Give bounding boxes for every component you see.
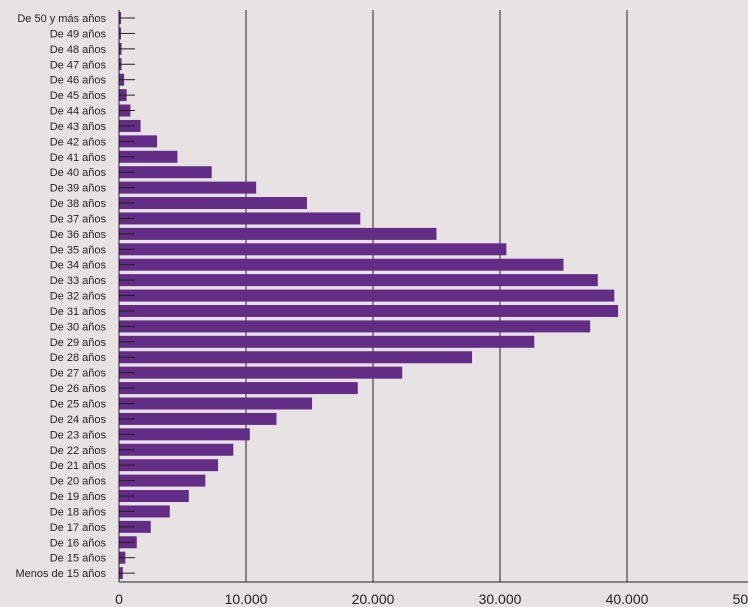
bar — [119, 490, 189, 503]
category-label: De 25 años — [50, 399, 107, 411]
category-label: De 33 años — [50, 275, 107, 287]
x-tick-label: 20.000 — [352, 591, 395, 607]
category-label: De 42 años — [50, 136, 107, 148]
category-label: De 18 años — [50, 506, 107, 518]
category-label: De 21 años — [50, 460, 107, 472]
category-label: De 34 años — [50, 260, 107, 272]
category-label: De 20 años — [50, 476, 107, 488]
bar — [119, 274, 598, 287]
x-tick-label: 40.000 — [606, 591, 649, 607]
category-label: De 30 años — [50, 321, 107, 333]
category-label: De 35 años — [50, 244, 107, 256]
x-tick-label: 50.000 — [733, 591, 748, 607]
bar — [119, 135, 158, 148]
category-label: De 45 años — [50, 90, 107, 102]
category-label: De 23 años — [50, 429, 107, 441]
category-label: De 41 años — [50, 152, 107, 164]
bar — [119, 382, 358, 395]
category-label: De 38 años — [50, 198, 107, 210]
bar — [119, 150, 178, 163]
category-label: De 39 años — [50, 183, 107, 195]
category-label: De 49 años — [50, 28, 107, 40]
category-label: De 37 años — [50, 213, 107, 225]
bar — [119, 351, 473, 364]
category-label: De 46 años — [50, 75, 107, 87]
category-label: De 28 años — [50, 352, 107, 364]
axis-layer — [118, 10, 748, 583]
x-tick-label: 10.000 — [225, 591, 268, 607]
category-label: Menos de 15 años — [15, 568, 106, 580]
category-label: De 19 años — [50, 491, 107, 503]
category-label: De 32 años — [50, 291, 107, 303]
category-label: De 26 años — [50, 383, 107, 395]
bar — [119, 474, 206, 487]
bar — [119, 212, 361, 225]
bar — [119, 397, 313, 410]
bar — [119, 428, 250, 441]
bars-layer — [119, 12, 619, 580]
x-tick-label: 30.000 — [479, 591, 522, 607]
category-label: De 22 años — [50, 445, 107, 457]
category-label: De 27 años — [50, 368, 107, 380]
category-label: De 31 años — [50, 306, 107, 318]
bar — [119, 505, 170, 518]
category-label: De 15 años — [50, 553, 107, 565]
category-label: De 48 años — [50, 44, 107, 56]
bar — [119, 412, 277, 425]
category-label: De 17 años — [50, 522, 107, 534]
bar — [119, 304, 619, 317]
category-label: De 29 años — [50, 337, 107, 349]
bar — [119, 181, 257, 194]
category-labels: De 50 y más años De 49 años De 48 años De 4… — [15, 13, 106, 580]
category-label: De 50 y más años — [17, 13, 106, 25]
bar — [119, 227, 437, 240]
bar — [119, 258, 564, 271]
bar — [119, 289, 615, 302]
category-label: De 47 años — [50, 59, 107, 71]
category-label: De 36 años — [50, 229, 107, 241]
bar — [119, 366, 403, 379]
bar — [119, 166, 212, 179]
category-label: De 24 años — [50, 414, 107, 426]
bar — [119, 459, 219, 472]
category-label: De 40 años — [50, 167, 107, 179]
category-label: De 43 años — [50, 121, 107, 133]
x-tick-label: 0 — [115, 591, 123, 607]
x-tick-labels: 0 10.000 20.000 30.000 40.000 50.000 — [115, 591, 748, 607]
category-label: De 16 años — [50, 537, 107, 549]
bar — [119, 320, 591, 333]
bar — [119, 443, 234, 456]
bar — [119, 197, 307, 210]
category-label: De 44 años — [50, 106, 107, 118]
bar — [119, 335, 535, 348]
bar — [119, 243, 507, 256]
